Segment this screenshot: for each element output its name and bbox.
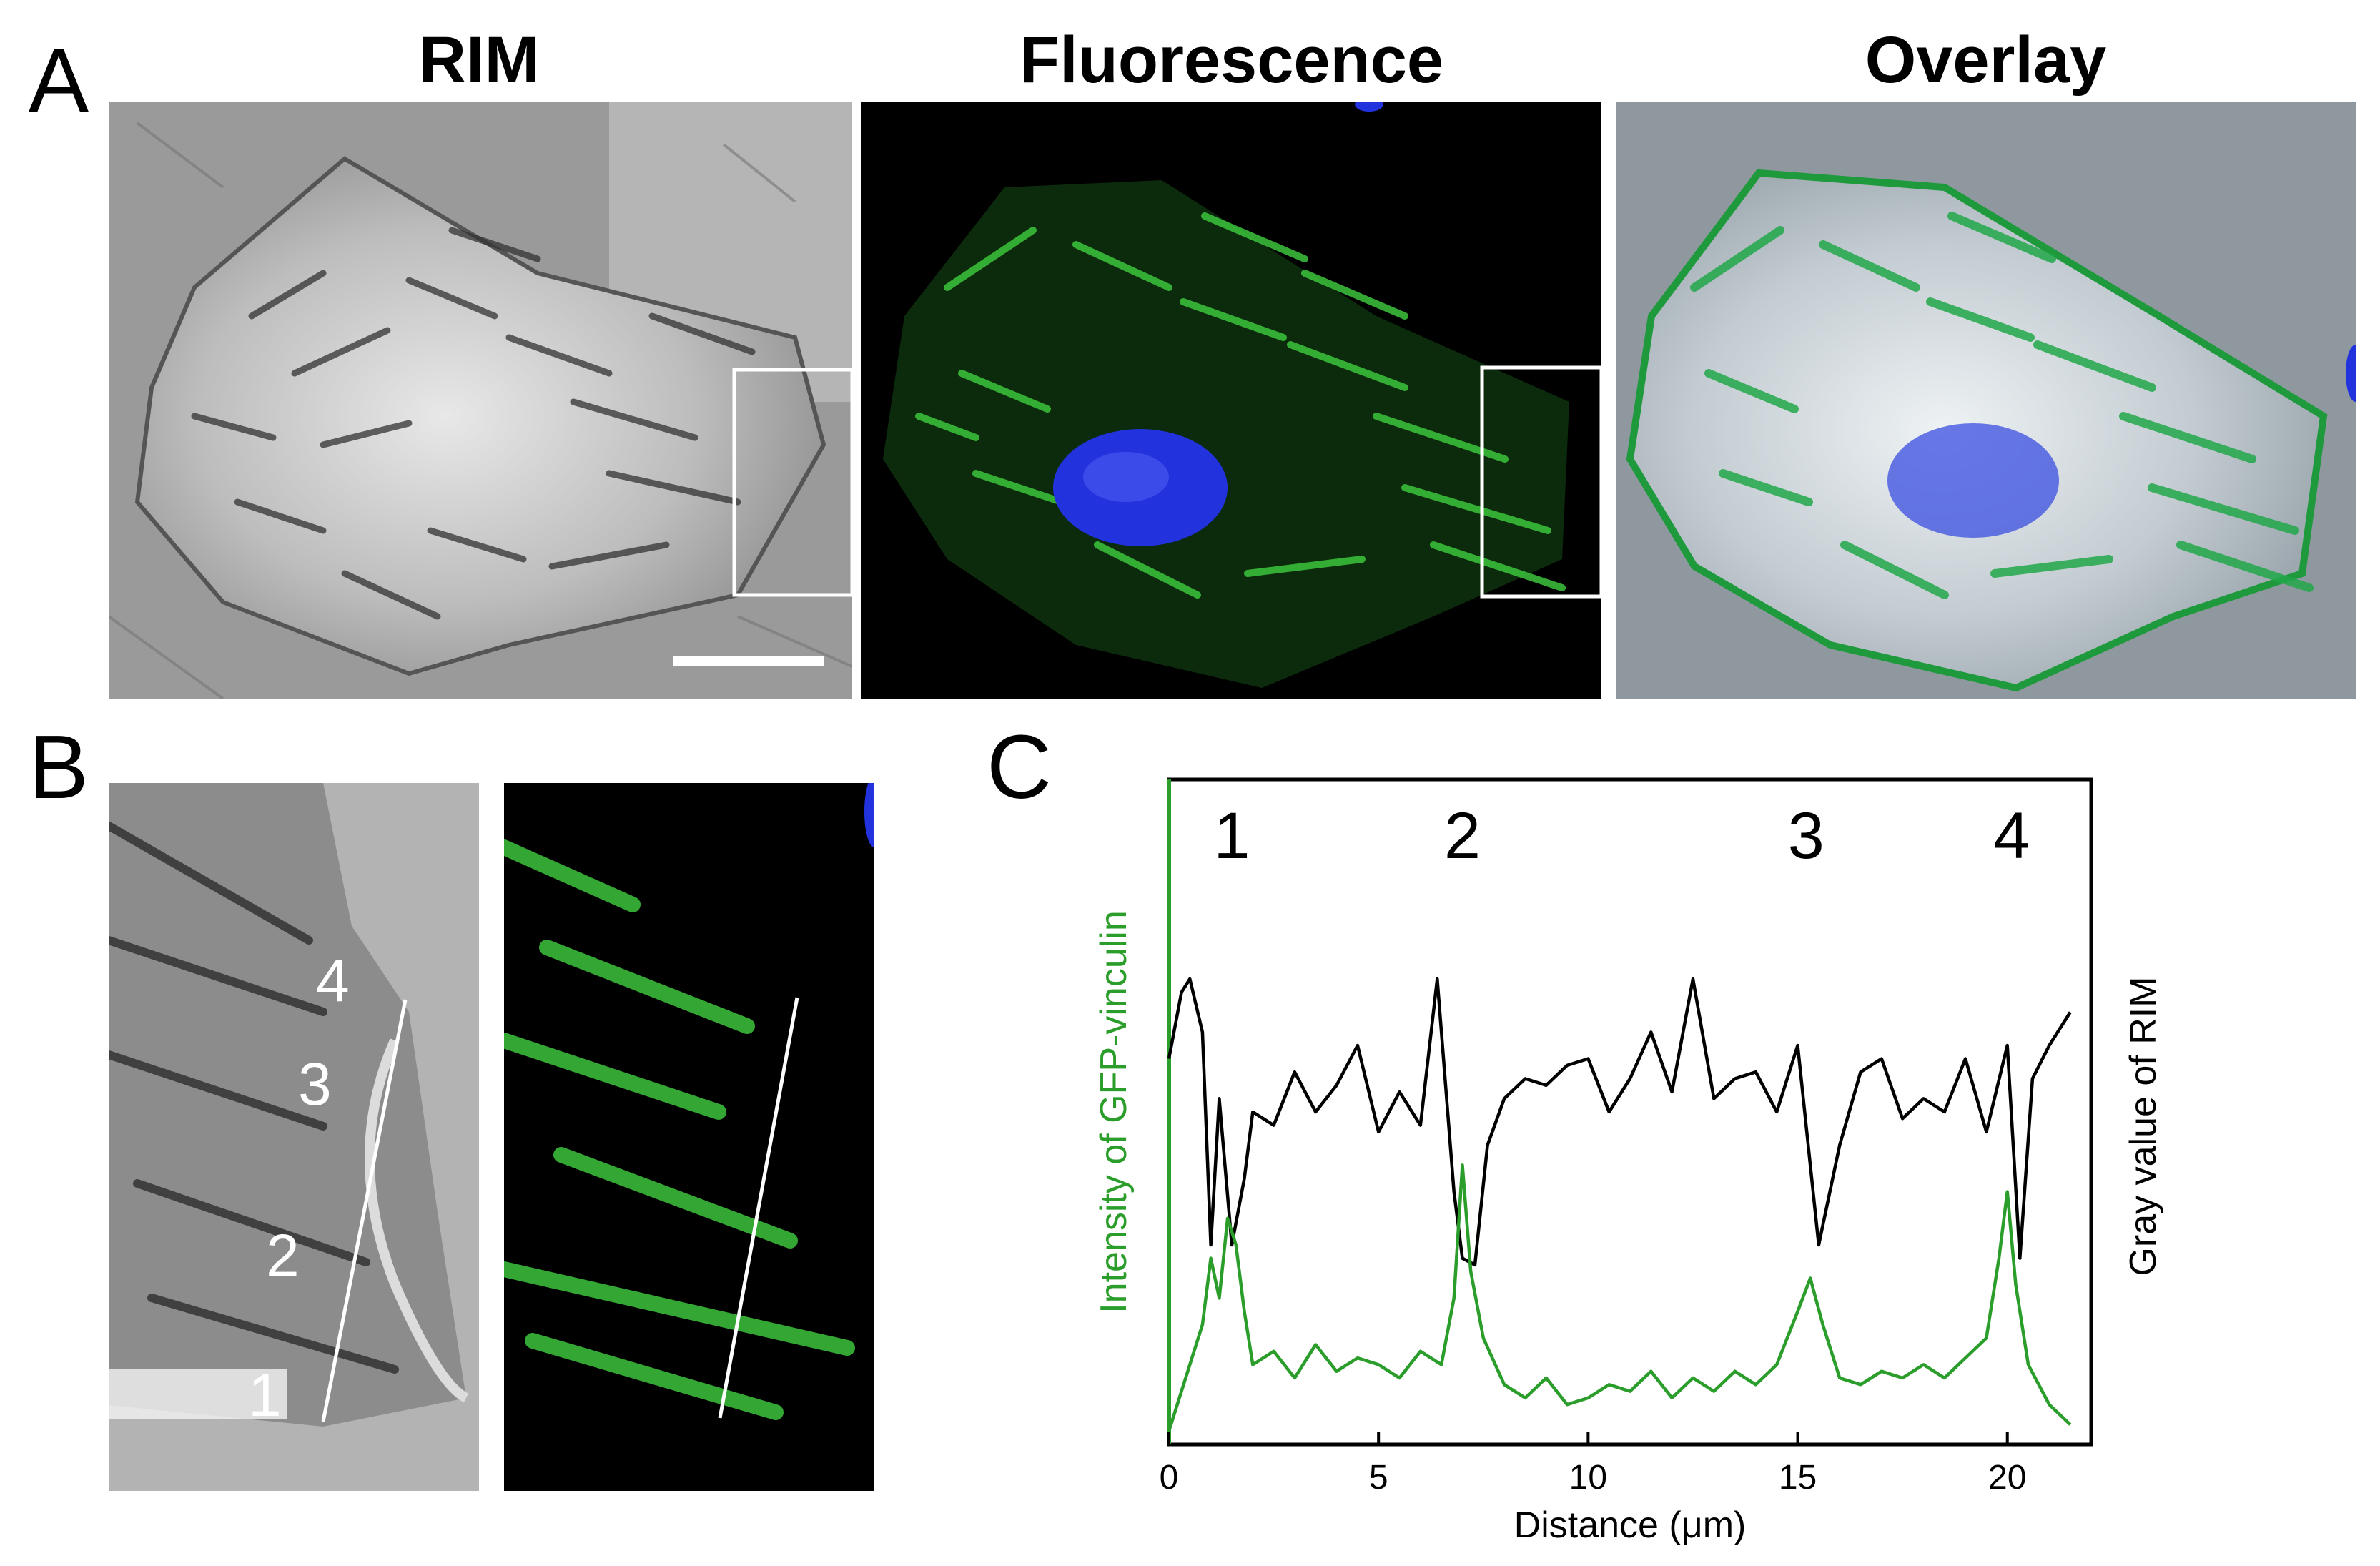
overlay-title: Overlay (1865, 24, 2107, 97)
zoom-fluorescence-image (504, 783, 874, 1491)
peak-label-1: 1 (1213, 799, 1250, 872)
profile-chart: 0 5 10 15 20 1 2 3 4 Distance (μm) Intensity of… (1051, 758, 2166, 1552)
rim-image (109, 102, 852, 699)
panel-c-letter: C (987, 716, 1052, 817)
zoom-marker-4: 4 (316, 947, 350, 1014)
zoom-rim-image: 4 3 2 1 (109, 783, 479, 1491)
x-tick-label: 20 (1988, 1459, 2026, 1497)
panel-a-letter: A (29, 30, 89, 131)
rim-gray-series (1167, 977, 2072, 1267)
peak-label-3: 3 (1788, 799, 1824, 872)
series-layer (1167, 779, 2072, 1444)
x-tick-label: 10 (1569, 1459, 1607, 1497)
x-ticks: 0 5 10 15 20 (1160, 1432, 2026, 1497)
fluorescence-title: Fluorescence (1019, 24, 1444, 97)
x-tick-label: 15 (1779, 1459, 1817, 1497)
panel-b-letter: B (29, 716, 89, 817)
y-axis-right-label: Gray value of RIM (2123, 976, 2164, 1276)
plot-frame (1167, 777, 2093, 1447)
x-tick-label: 5 (1369, 1459, 1388, 1497)
zoom-marker-1: 1 (248, 1361, 282, 1429)
zoom-marker-3: 3 (298, 1050, 332, 1118)
y-axis-left-label: Intensity of GFP-vinculin (1093, 910, 1135, 1314)
overlay-image (1616, 102, 2356, 699)
peak-label-4: 4 (1993, 799, 2030, 872)
fluorescence-image (861, 102, 1601, 699)
x-axis-label: Distance (μm) (1514, 1505, 1747, 1546)
rim-title: RIM (418, 24, 540, 97)
peak-label-2: 2 (1444, 799, 1481, 872)
x-tick-label: 0 (1160, 1459, 1179, 1497)
zoom-marker-2: 2 (266, 1222, 300, 1289)
gfp-vinculin-series (1167, 1163, 2072, 1432)
peak-labels: 1 2 3 4 (1213, 799, 2030, 872)
